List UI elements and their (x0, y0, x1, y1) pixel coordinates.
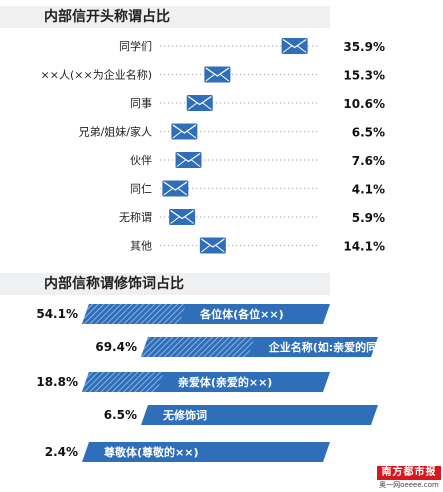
modifier-bar-row: 69.4% 企业名称(如:亲爱的同学们) (95, 337, 404, 357)
bar-hatched (141, 337, 255, 357)
modifier-bar-row: 18.8% 亲爱体(亲爱的××) (36, 372, 330, 392)
value-label: 2.4% (45, 445, 78, 459)
envelope-icon (204, 66, 231, 83)
category-note: (亲爱的××) (211, 375, 273, 389)
modifier-bar-row: 54.1% 各位体(各位××) (36, 304, 330, 324)
category-label: 同仁 (130, 183, 152, 196)
greeting-row: ××人(××为企业名称) 15.3% (41, 66, 385, 83)
envelope-icon (175, 152, 202, 168)
category-label: 尊敬体(尊敬的××) (104, 445, 199, 459)
category-note: (各位××) (233, 307, 284, 321)
greeting-row: 同仁 4.1% (130, 180, 385, 197)
value-label: 54.1% (36, 307, 78, 321)
greeting-row: 同学们 35.9% (119, 38, 385, 54)
category-label: 企业名称(如:亲爱的同学们) (268, 340, 404, 354)
value-label: 5.9% (352, 211, 385, 225)
category-label: ××人(××为企业名称) (41, 68, 152, 82)
bar-hatched (82, 372, 164, 392)
value-label: 69.4% (95, 340, 137, 354)
chart2-title: 内部信称谓修饰词占比 (0, 273, 330, 295)
value-label: 10.6% (343, 97, 385, 111)
greeting-row: 兄弟/姐妹/家人 6.5% (79, 123, 385, 140)
value-label: 6.5% (352, 126, 385, 140)
category-label: 亲爱体(亲爱的××) (178, 375, 273, 389)
chart1-title: 内部信开头称谓占比 (0, 6, 330, 28)
category-label: 各位体(各位××) (199, 307, 284, 321)
newspaper-logo: 南方都市报 奥一网oeeee.com (371, 466, 441, 489)
envelope-icon (162, 180, 189, 197)
category-label: 无称谓 (119, 210, 152, 224)
category-label: 兄弟/姐妹/家人 (79, 125, 152, 139)
category-label: 无修饰词 (162, 408, 207, 422)
modifier-bar-row: 6.5% 无修饰词 (104, 405, 378, 425)
envelope-icon (186, 95, 213, 111)
bar-solid (141, 405, 378, 425)
value-label: 7.6% (352, 154, 385, 168)
value-label: 18.8% (36, 375, 78, 389)
logo-name: 南方都市报 (377, 466, 441, 480)
category-note: (如:亲爱的同学们) (313, 340, 404, 354)
value-label: 15.3% (343, 69, 385, 83)
greeting-chart: 同学们 35.9% ××人(××为企业名称) 15.3% 同事 10.6% 兄弟/姐妹/家人… (41, 38, 385, 254)
modifier-bar-row: 2.4% 尊敬体(尊敬的××) (45, 442, 330, 462)
category-label: 其他 (130, 240, 152, 253)
greeting-row: 伙伴 7.6% (130, 152, 385, 168)
modifier-chart: 54.1% 各位体(各位××) 69.4% 企业名称(如:亲爱的同学们) 18.8% 亲爱… (36, 304, 404, 462)
envelope-icon (281, 38, 308, 54)
category-label: 同学们 (119, 39, 152, 53)
value-label: 4.1% (352, 183, 385, 197)
category-note: (尊敬的××) (137, 445, 199, 459)
greeting-row: 同事 10.6% (130, 95, 385, 111)
bar-solid (82, 442, 330, 462)
logo-site: 奥一网oeeee.com (379, 481, 439, 489)
greeting-row: 其他 14.1% (130, 237, 385, 254)
value-label: 6.5% (104, 408, 137, 422)
envelope-icon (169, 209, 196, 225)
value-label: 14.1% (343, 240, 385, 254)
greeting-row: 无称谓 5.9% (119, 209, 385, 225)
category-label: 同事 (130, 97, 152, 110)
envelope-icon (171, 123, 198, 140)
category-label: 伙伴 (130, 154, 152, 167)
envelope-icon (199, 237, 226, 254)
value-label: 35.9% (343, 40, 385, 54)
bar-hatched (82, 304, 187, 324)
